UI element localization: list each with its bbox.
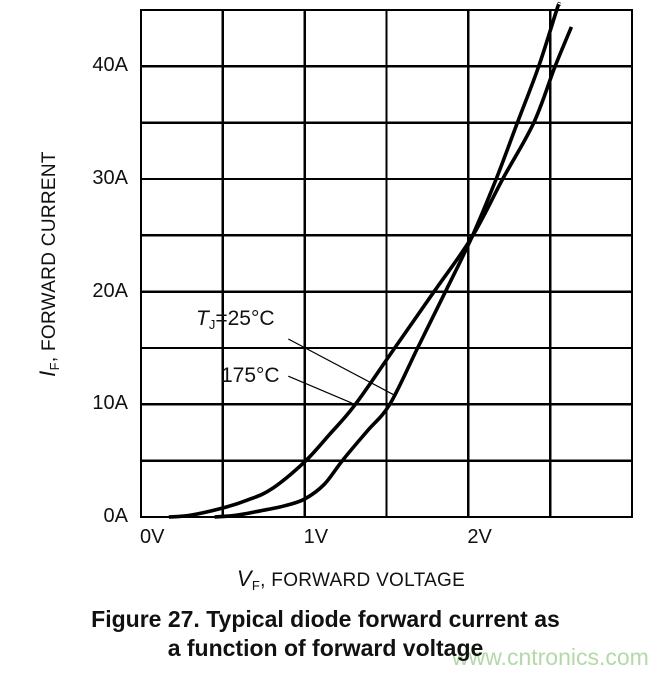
tj-symbol: T xyxy=(196,307,209,330)
y-axis-subscript: F xyxy=(47,362,62,371)
curve-label-25c: TJ=25°C xyxy=(196,307,275,331)
x-tick-label-1v: 1V xyxy=(303,526,329,548)
x-axis-title: VF, FORWARD VOLTAGE xyxy=(141,566,561,592)
x-axis-title-text: , FORWARD VOLTAGE xyxy=(260,570,466,591)
curve-label-175c: 175°C xyxy=(221,364,280,388)
tj-subscript: J xyxy=(208,317,216,332)
x-axis-subscript: F xyxy=(251,578,261,593)
x-axis-symbol: V xyxy=(236,566,252,591)
y-axis-title: IF, FORWARD CURRENT xyxy=(35,84,62,444)
figure-caption-line2: a function of forward voltage xyxy=(167,635,484,661)
y-tick-label-20a: 20A xyxy=(92,279,128,302)
y-axis-symbol: I xyxy=(35,370,60,377)
figure-caption: Figure 27. Typical diode forward current… xyxy=(0,605,651,663)
y-axis-title-text: , FORWARD CURRENT xyxy=(39,151,60,363)
watermark: www.cntronics.com xyxy=(452,644,649,670)
curve-label-25c-text: =25°C xyxy=(215,307,275,330)
chart-canvas xyxy=(139,1,634,519)
y-tick-label-40a: 40A xyxy=(92,54,128,77)
x-tick-label-2v: 2V xyxy=(467,526,492,548)
y-tick-label-0a: 0A xyxy=(103,505,128,527)
y-tick-label-10a: 10A xyxy=(92,392,128,415)
figure-caption-line1: Figure 27. Typical diode forward current… xyxy=(91,606,560,632)
x-tick-label-0v: 0V xyxy=(140,526,165,548)
y-tick-label-30a: 30A xyxy=(92,167,128,189)
curve-label-175c-text: 175°C xyxy=(221,364,280,387)
